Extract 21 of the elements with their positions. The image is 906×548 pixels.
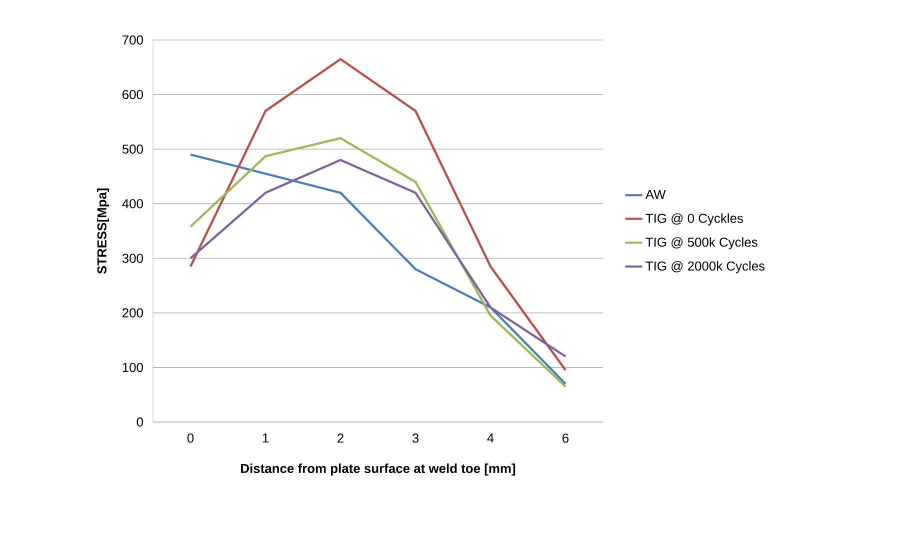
x-axis-title: Distance from plate surface at weld toe [mm] xyxy=(241,464,516,476)
x-tick-label: 3 xyxy=(412,434,419,443)
line-series xyxy=(189,58,567,372)
x-tick-label: 6 xyxy=(562,434,569,443)
legend-label: TIG @ 2000k Cycles xyxy=(646,261,765,274)
y-tick-label: 600 xyxy=(122,90,143,100)
legend-label: AW xyxy=(645,190,666,199)
y-tick-label: 400 xyxy=(122,199,143,208)
y-tick-label: 700 xyxy=(122,35,143,45)
y-tick-label: 100 xyxy=(122,362,143,372)
y-tick-label: 500 xyxy=(122,144,143,154)
x-tick-label: 2 xyxy=(338,434,344,443)
x-tick-label: 0 xyxy=(187,434,194,443)
y-tick-label: 0 xyxy=(136,417,143,427)
y-axis-title: STRESS[Mpa] xyxy=(96,188,110,274)
legend-label: TIG @ 0 Cyckles xyxy=(646,213,743,226)
x-tick-label: 4 xyxy=(487,434,494,442)
y-tick-label: 300 xyxy=(122,254,143,263)
legend-label: TIG @ 500k Cycles xyxy=(646,237,758,250)
y-tick-label: 200 xyxy=(122,308,143,318)
x-tick-label: 1 xyxy=(262,434,268,442)
